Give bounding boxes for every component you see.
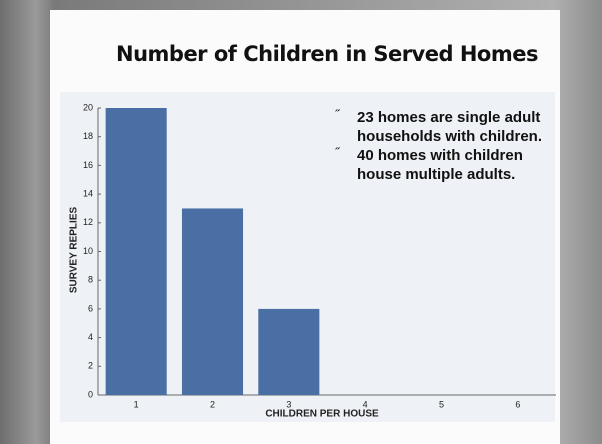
x-axis-label: CHILDREN PER HOUSE xyxy=(265,409,379,420)
x-tick-label: 5 xyxy=(439,399,444,409)
y-tick-label: 20 xyxy=(83,102,93,112)
x-tick-label: 6 xyxy=(515,399,520,409)
y-axis-label: SURVEY REPLIES xyxy=(69,207,80,294)
x-tick-label: 3 xyxy=(286,399,291,409)
y-tick-label: 6 xyxy=(88,303,93,313)
annotation-text: 23 homes are single adult households wit… xyxy=(357,109,543,145)
y-tick-label: 10 xyxy=(83,246,93,256)
y-tick-label: 16 xyxy=(83,160,93,170)
x-tick-label: 2 xyxy=(210,399,215,409)
x-tick-label: 1 xyxy=(134,399,139,409)
y-tick-label: 4 xyxy=(88,332,93,342)
bar xyxy=(258,308,320,395)
y-tick-label: 8 xyxy=(88,275,93,285)
chart-title: Number of Children in Served Homes xyxy=(116,42,538,66)
y-tick-label: 2 xyxy=(88,361,93,371)
bullet: ˝ xyxy=(335,107,340,122)
annotation: ˝ 23 homes are single adult households wi… xyxy=(335,107,560,146)
annotation: ˝ 40 homes with children house multiple a… xyxy=(335,145,560,184)
annotation-text: 40 homes with children house multiple ad… xyxy=(357,147,523,183)
y-tick-label: 12 xyxy=(83,217,93,227)
annotations: ˝ 23 homes are single adult households wi… xyxy=(335,107,560,184)
y-tick-label: 18 xyxy=(83,131,93,141)
bar xyxy=(105,108,167,395)
bullet: ˝ xyxy=(335,145,340,160)
y-tick-label: 0 xyxy=(88,389,93,399)
bar xyxy=(181,208,244,395)
y-tick-label: 14 xyxy=(83,188,93,198)
x-tick-label: 4 xyxy=(363,399,368,409)
